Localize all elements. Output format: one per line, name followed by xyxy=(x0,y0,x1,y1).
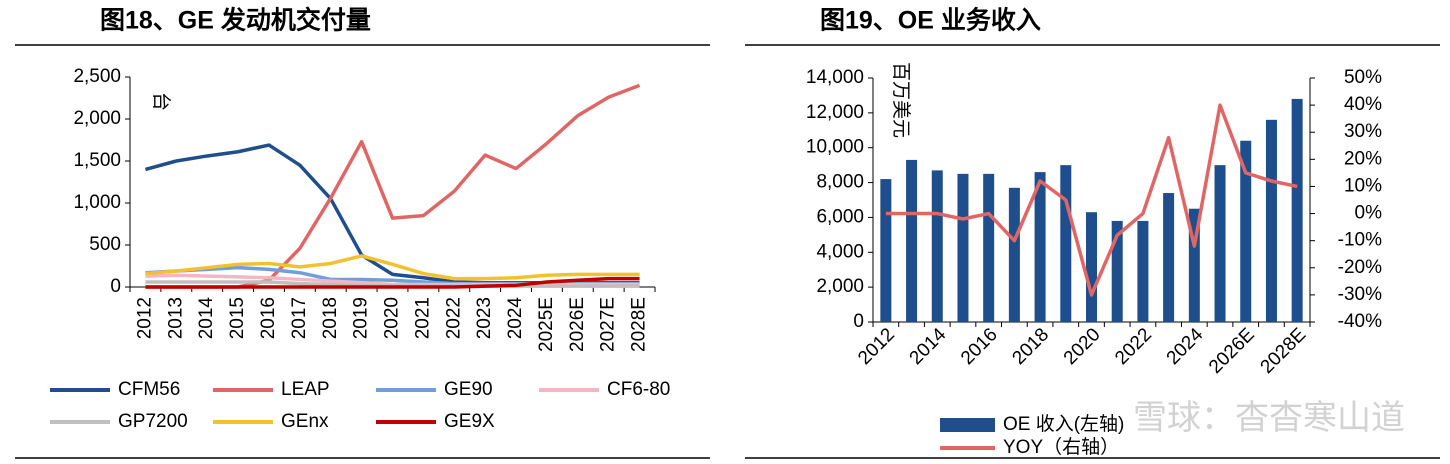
legend-label: CFM56 xyxy=(118,379,180,400)
y2-tick-label: 0% xyxy=(1355,203,1383,224)
watermark: 雪球：杳杳寒山道 xyxy=(1133,399,1405,437)
legend-label: CF6-80 xyxy=(607,379,670,400)
legend-swatch xyxy=(940,418,995,432)
x-tick-label: 2023 xyxy=(474,297,495,339)
x-tick-label: 2014 xyxy=(196,297,217,340)
bar xyxy=(1240,140,1252,322)
line-series xyxy=(885,103,1298,297)
y2-tick-label: 10% xyxy=(1344,175,1382,196)
line-series xyxy=(145,276,640,289)
y2-tick-label: -10% xyxy=(1338,230,1382,251)
y-tick-label: 1,500 xyxy=(73,150,121,171)
bar xyxy=(1137,220,1149,322)
bar xyxy=(1188,208,1200,322)
x-tick-label: 2019 xyxy=(351,297,372,339)
y-tick-label: 4,000 xyxy=(816,241,864,262)
legend-label: GE90 xyxy=(444,379,493,400)
x-tick-label: 2024 xyxy=(505,297,526,340)
x-tick-label: 2028E xyxy=(1257,324,1311,378)
y2-tick-label: 50% xyxy=(1344,67,1382,88)
bar xyxy=(906,159,918,322)
x-tick-label: 2025E xyxy=(536,297,557,352)
bar xyxy=(1265,119,1277,322)
y2-tick-label: 30% xyxy=(1344,121,1382,142)
bar xyxy=(931,170,943,322)
bar xyxy=(1214,165,1226,322)
y2-tick-label: 40% xyxy=(1344,94,1382,115)
legend-label: LEAP xyxy=(281,379,330,400)
bar xyxy=(1111,220,1123,322)
x-tick-label: 2021 xyxy=(412,297,433,339)
legend-label: YOY（右轴） xyxy=(1003,436,1119,458)
x-tick-label: 2028E xyxy=(629,297,650,352)
chart-title: 图18、GE 发动机交付量 xyxy=(100,6,371,35)
legend-label: GE9X xyxy=(444,411,495,432)
legend-label: GP7200 xyxy=(118,411,188,432)
y-tick-label: 8,000 xyxy=(816,172,864,193)
x-tick-label: 2022 xyxy=(1111,324,1156,369)
bar xyxy=(1008,187,1020,322)
y2-tick-label: -40% xyxy=(1338,311,1382,332)
x-tick-label: 2027E xyxy=(598,297,619,352)
bar xyxy=(880,179,892,322)
bar xyxy=(1034,172,1046,322)
bar xyxy=(1291,98,1303,323)
y-tick-label: 14,000 xyxy=(806,67,864,88)
x-tick-label: 2020 xyxy=(1060,324,1105,369)
x-tick-label: 2026E xyxy=(1205,324,1259,378)
y2-tick-label: 20% xyxy=(1344,148,1382,169)
x-tick-label: 2016 xyxy=(258,297,279,339)
y-tick-label: 0 xyxy=(110,276,121,297)
x-tick-label: 2026E xyxy=(567,297,588,352)
bar xyxy=(1163,193,1175,322)
y2-tick-label: -30% xyxy=(1338,284,1382,305)
y-tick-label: 12,000 xyxy=(806,102,864,123)
y-tick-label: 0 xyxy=(853,311,864,332)
x-tick-label: 2020 xyxy=(382,297,403,339)
bar xyxy=(1060,165,1072,322)
line-series xyxy=(145,83,641,289)
bar xyxy=(983,173,995,322)
y-tick-label: 2,000 xyxy=(73,108,121,129)
y-tick-label: 2,500 xyxy=(73,66,121,87)
line-series xyxy=(145,254,640,281)
unit-label: 百万美元 xyxy=(890,62,912,138)
y-tick-label: 1,000 xyxy=(73,192,121,213)
x-tick-label: 2017 xyxy=(289,297,310,339)
y2-tick-label: -20% xyxy=(1338,257,1382,278)
y-tick-label: 6,000 xyxy=(816,206,864,227)
x-tick-label: 2014 xyxy=(906,324,951,369)
y-tick-label: 10,000 xyxy=(806,137,864,158)
x-tick-label: 2024 xyxy=(1163,324,1208,369)
x-tick-label: 2013 xyxy=(165,297,186,339)
x-tick-label: 2015 xyxy=(227,297,248,339)
x-tick-label: 2016 xyxy=(957,324,1002,369)
y-tick-label: 500 xyxy=(89,234,121,255)
legend-label: OE 收入(左轴) xyxy=(1003,413,1124,435)
bar xyxy=(957,173,969,322)
legend-label: GEnx xyxy=(281,411,329,432)
y-tick-label: 2,000 xyxy=(816,276,864,297)
unit-label: 台 xyxy=(150,92,172,111)
chart-title: 图19、OE 业务收入 xyxy=(820,7,1041,35)
x-tick-label: 2012 xyxy=(134,297,155,339)
x-tick-label: 2018 xyxy=(320,297,341,339)
x-tick-label: 2022 xyxy=(443,297,464,339)
x-tick-label: 2018 xyxy=(1008,324,1053,369)
bar xyxy=(1086,212,1097,322)
